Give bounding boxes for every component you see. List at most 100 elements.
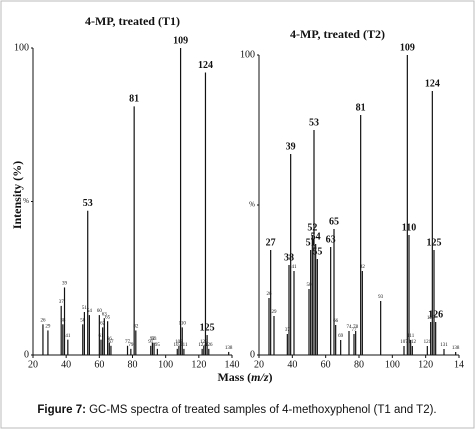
peak-label: 91 [148, 340, 154, 345]
peak-label: 123 [200, 340, 208, 345]
peak-label: 27 [266, 237, 276, 248]
x-label-part: ) [269, 370, 273, 384]
peak-label: 74 [347, 325, 353, 330]
peak-label: 69 [338, 334, 344, 339]
x-axis-label: Mass (m/z) [217, 370, 272, 384]
peak-label: 93 [378, 295, 384, 300]
peak-label: 63 [326, 234, 336, 245]
peak-label: 37 [59, 300, 65, 305]
peak-label: 39 [62, 282, 68, 287]
peak-label: 41 [292, 265, 298, 270]
peak-label: 38 [284, 252, 294, 263]
peak-label: 50 [307, 283, 313, 288]
peak-label: 125 [427, 237, 442, 248]
peak-label: 81 [129, 94, 139, 105]
peak-label: 62 [100, 322, 106, 327]
peak-label: 95 [155, 343, 161, 348]
peak-label: 37 [285, 328, 291, 333]
y-tick-label: % [23, 197, 29, 205]
peak-label: 93 [152, 337, 158, 342]
peak-label: 138 [452, 346, 460, 351]
x-tick-label: 20 [28, 359, 38, 370]
peak-label: 92 [150, 337, 156, 342]
peak-label: 107 [400, 340, 408, 345]
peak-label: 108 [175, 340, 183, 345]
peak-label: 123 [427, 316, 435, 321]
x-label-part: m/z [251, 370, 269, 384]
peak-label: 78 [353, 325, 359, 330]
x-tick-label: 120 [418, 359, 433, 370]
caption-label: Figure 7: [37, 404, 86, 416]
peak-label: 109 [173, 35, 188, 46]
peak-label: 51 [82, 306, 88, 311]
peak-label: 39 [286, 141, 296, 152]
peak-label: 126 [205, 343, 213, 348]
peak-label: 53 [83, 198, 93, 209]
x-tick-label: 20 [254, 359, 264, 370]
peak-label: 122 [198, 343, 206, 348]
peak-label: 111 [407, 334, 415, 339]
x-tick-label: 40 [287, 359, 297, 370]
peak-label: 52 [307, 222, 317, 233]
peak-label: 79 [128, 343, 134, 348]
peak-label: 110 [402, 222, 416, 233]
peak-label: 124 [198, 60, 213, 71]
y-axis-label: Intensity (%) [10, 161, 24, 229]
peak-label: 55 [312, 246, 322, 257]
x-tick-label: 100 [385, 359, 400, 370]
peak-label: 126 [428, 309, 443, 320]
peak-label: 53 [309, 117, 319, 128]
x-tick-label: 80 [354, 359, 364, 370]
peak-label: 77 [352, 328, 358, 333]
peak-label: 65 [105, 315, 111, 320]
peak-label: 66 [333, 319, 339, 324]
peak-label: 26 [40, 318, 46, 323]
x-tick-label: 120 [191, 359, 206, 370]
peak-label: 29 [272, 310, 278, 315]
y-tick-label: 100 [14, 42, 29, 53]
peak-label: 54 [311, 231, 321, 242]
peak-label: 66 [107, 337, 113, 342]
peak-label: 110 [179, 322, 187, 327]
peak-label: 60 [97, 309, 103, 314]
x-tick-label: 80 [128, 359, 138, 370]
peak-label: 121 [424, 340, 432, 345]
x-tick-label: 140 [225, 359, 240, 370]
peak-label: 38 [60, 318, 66, 323]
peak-label: 54 [87, 309, 93, 314]
x-label-part: Mass ( [217, 370, 251, 384]
chart-title: 4-MP, treated (T2) [290, 27, 385, 41]
peak-label: 125 [200, 322, 215, 333]
x-tick-label: 60 [321, 359, 331, 370]
y-tick-label: 0 [24, 349, 29, 360]
x-tick-label: 60 [94, 359, 104, 370]
peak-label: 67 [108, 340, 114, 345]
y-tick-label: % [249, 201, 255, 209]
chart-title: 4-MP, treated (T1) [85, 14, 180, 28]
x-tick-label: 40 [61, 359, 71, 370]
peak-label: 77 [125, 340, 131, 345]
peak-label: 41 [65, 334, 71, 339]
peak-label: 109 [400, 42, 415, 53]
peak-label: 131 [440, 343, 448, 348]
peak-label: 61 [98, 334, 104, 339]
peak-label: 124 [425, 78, 440, 89]
caption: Figure 7: GC-MS spectra of treated sampl… [37, 404, 436, 416]
peak-label: 112 [409, 340, 417, 345]
peak-label: 29 [45, 325, 51, 330]
peak-label: 50 [80, 318, 86, 323]
peak-label: 65 [329, 216, 339, 227]
peak-label: 82 [360, 265, 366, 270]
peak-label: 51 [306, 237, 316, 248]
peak-label: 26 [267, 292, 273, 297]
y-tick-label: 100 [240, 49, 255, 60]
peak-label: 138 [225, 346, 233, 351]
peak-label: 107 [174, 343, 182, 348]
x-tick-label: 100 [158, 359, 173, 370]
peak-label: 81 [356, 102, 366, 113]
peak-label: 111 [180, 343, 188, 348]
peak-label: 82 [133, 325, 139, 330]
